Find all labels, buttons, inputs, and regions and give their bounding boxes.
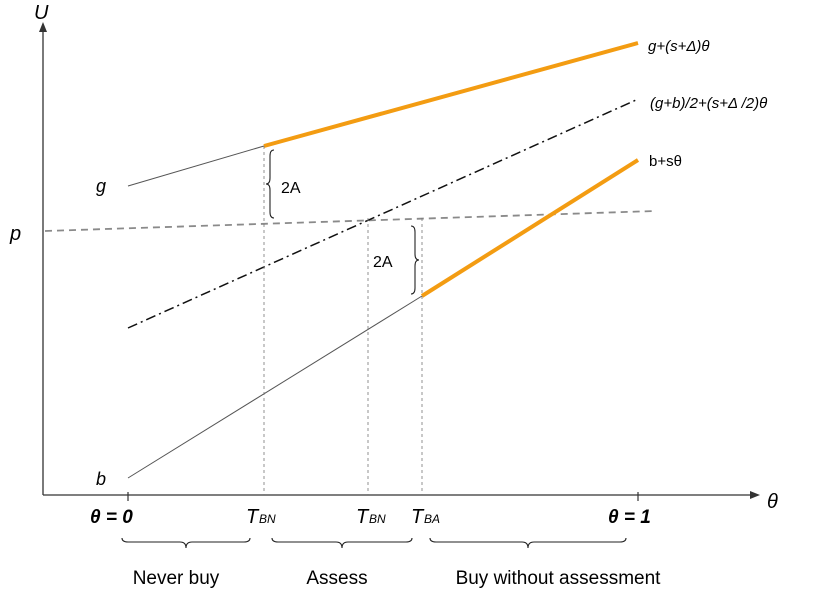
svg-text:T: T	[246, 506, 260, 528]
brace-never-buy	[121, 537, 251, 549]
region-buy: Buy without assessment	[456, 568, 662, 589]
upper-gap-label: 2A	[281, 180, 301, 197]
b-label: b	[96, 469, 106, 489]
svg-text:T: T	[356, 506, 370, 528]
region-assess: Assess	[306, 568, 367, 589]
y-axis-arrow	[39, 22, 47, 32]
brace-assess	[271, 537, 413, 549]
x-axis-arrow	[750, 491, 760, 499]
upper-gap-brace	[265, 149, 275, 219]
good-line-thin	[127, 145, 265, 187]
y-axis-label: U	[34, 2, 49, 24]
p-label: p	[9, 223, 21, 245]
brace-buy	[429, 537, 627, 549]
svg-text:BN: BN	[259, 512, 276, 526]
lower-gap-brace	[410, 225, 420, 295]
good-line-label: g+(s+Δ)θ	[648, 38, 710, 55]
bad-line-thin	[127, 295, 423, 479]
tick-label-t3: T BA	[411, 506, 440, 528]
tick-label-theta1: θ = 1	[608, 507, 651, 528]
bad-line-label: b+sθ	[649, 153, 682, 170]
svg-text:BN: BN	[369, 512, 386, 526]
x-axis-label: θ	[767, 491, 778, 513]
tick-label-t1: T BN	[246, 506, 276, 528]
good-line-highlight	[263, 41, 639, 148]
svg-text:BA: BA	[424, 512, 440, 526]
average-line-label: (g+b)/2+(s+Δ /2)θ	[650, 95, 767, 112]
region-never-buy: Never buy	[133, 568, 220, 589]
g-label: g	[96, 176, 106, 196]
tick-label-theta0: θ = 0	[90, 507, 133, 528]
lower-gap-label: 2A	[373, 254, 393, 271]
bad-line-highlight	[420, 158, 640, 298]
svg-text:T: T	[411, 506, 425, 528]
tick-label-t2: T BN	[356, 506, 386, 528]
average-line	[127, 99, 637, 329]
